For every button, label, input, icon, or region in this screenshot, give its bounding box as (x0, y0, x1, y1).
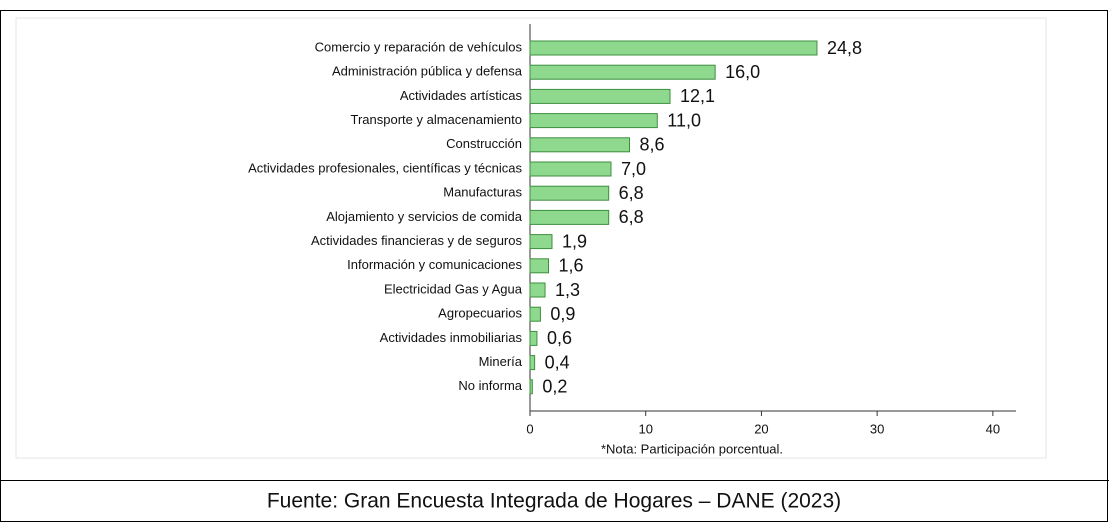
y-tick-label: Transporte y almacenamiento (351, 112, 523, 127)
data-label: 1,3 (555, 280, 580, 300)
y-tick-label: Manufacturas (443, 185, 522, 200)
y-tick-label: Electricidad Gas y Agua (384, 281, 523, 296)
source: Fuente: Gran Encuesta Integrada de Hogar… (267, 490, 841, 513)
frame (0, 10, 1108, 522)
bar (529, 258, 550, 274)
bar (529, 88, 671, 104)
x-tick-label: 10 (638, 421, 652, 436)
bar (529, 209, 610, 225)
y-tick-label: Actividades artísticas (400, 88, 523, 103)
data-label: 12,1 (680, 86, 715, 106)
data-label: 16,0 (725, 62, 760, 82)
data-label: 6,8 (619, 207, 644, 227)
data-label: 1,9 (562, 231, 587, 251)
data-label: 11,0 (667, 110, 701, 130)
bar (529, 282, 546, 298)
data-label: 7,0 (621, 159, 646, 179)
bar (529, 64, 716, 80)
y-tick-label: Comercio y reparación de vehículos (315, 39, 523, 54)
bar (529, 234, 553, 250)
x-tick-label: 20 (754, 421, 768, 436)
y-tick-label: No informa (458, 378, 522, 393)
data-label: 0,9 (550, 304, 575, 324)
y-tick-label: Construcción (446, 136, 522, 151)
data-label: 1,6 (559, 256, 584, 276)
data-label: 0,6 (547, 328, 572, 348)
bar (529, 113, 658, 129)
bar (529, 355, 536, 371)
bar (529, 306, 541, 322)
y-tick-label: Alojamiento y servicios de comida (326, 209, 523, 224)
annotation: *Nota: Participación porcentual. (601, 441, 783, 456)
bar (529, 40, 818, 56)
data-label: 6,8 (619, 183, 644, 203)
bar (529, 330, 538, 346)
chart-panel (15, 17, 1047, 459)
y-tick-label: Actividades profesionales, científicas y… (248, 160, 522, 175)
data-label: 0,4 (545, 352, 570, 372)
data-label: 8,6 (640, 135, 665, 155)
data-label: 0,2 (542, 377, 567, 397)
x-tick-label: 30 (870, 421, 884, 436)
bar (529, 161, 612, 177)
y-tick-label: Actividades inmobiliarias (380, 330, 523, 345)
bar (529, 137, 631, 153)
data-label: 24,8 (827, 38, 862, 58)
y-tick-label: Agropecuarios (438, 306, 522, 321)
y-tick-label: Información y comunicaciones (347, 257, 522, 272)
y-tick-label: Actividades financieras y de seguros (311, 233, 523, 248)
bar (529, 185, 610, 201)
y-tick-label: Administración pública y defensa (332, 64, 523, 79)
x-tick-label: 0 (526, 421, 533, 436)
y-tick-label: Minería (479, 354, 523, 369)
bar (529, 379, 533, 395)
x-tick-label: 40 (986, 421, 1000, 436)
